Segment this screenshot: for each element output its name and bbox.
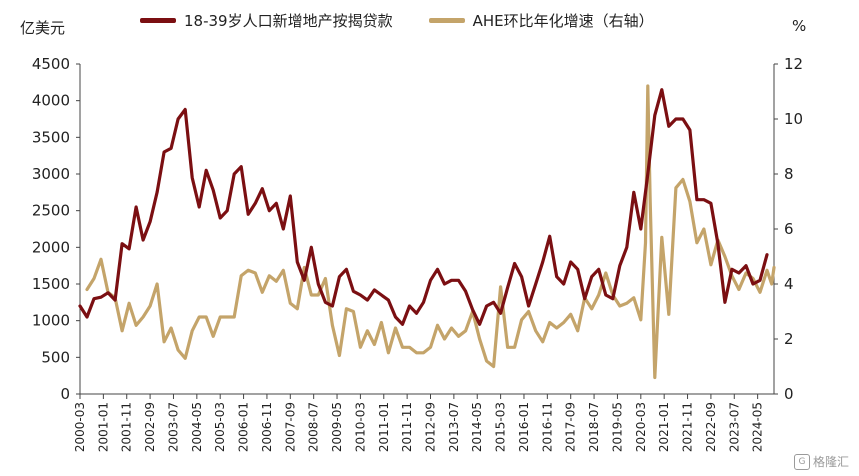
watermark-text: 格隆汇 — [812, 455, 849, 469]
x-tick-label: 2008-07 — [307, 402, 321, 452]
right-tick-label: 6 — [784, 220, 794, 238]
left-tick-label: 2500 — [32, 202, 70, 220]
left-tick-label: 2000 — [32, 238, 70, 256]
gelonghui-logo-icon: G — [793, 453, 810, 470]
x-tick-label: 2021-01 — [657, 402, 671, 452]
x-tick-label: 2003-07 — [166, 402, 180, 452]
watermark: G 格隆汇 — [793, 453, 849, 470]
x-tick-label: 2004-05 — [190, 402, 204, 452]
right-tick-label: 8 — [784, 165, 794, 183]
x-tick-label: 2021-11 — [681, 402, 695, 452]
x-tick-label: 2022-09 — [704, 402, 718, 452]
left-tick-label: 4500 — [32, 55, 70, 73]
left-tick-label: 1500 — [32, 275, 70, 293]
x-tick-label: 2006-11 — [260, 402, 274, 452]
legend-label-ahe: AHE环比年化增速（右轴） — [472, 12, 654, 30]
series-line-ahe-growth — [85, 84, 776, 380]
x-tick-label: 2006-01 — [237, 402, 251, 452]
right-tick-label: 4 — [784, 275, 794, 293]
x-tick-label: 2018-07 — [587, 402, 601, 452]
x-tick-label: 2009-05 — [330, 402, 344, 452]
legend-item-ahe: AHE环比年化增速（右轴） — [428, 10, 654, 31]
x-tick-label: 2024-05 — [751, 402, 765, 452]
left-tick-label: 3000 — [32, 165, 70, 183]
left-tick-label: 1000 — [32, 312, 70, 330]
x-tick-label: 2011-11 — [400, 402, 414, 452]
right-tick-label: 0 — [784, 385, 794, 403]
x-tick-label: 2012-09 — [424, 402, 438, 452]
series-line-mortgage-loans — [78, 88, 769, 326]
legend-swatch-ahe — [428, 18, 465, 23]
x-tick-label: 2017-09 — [564, 402, 578, 452]
left-tick-label: 500 — [41, 348, 70, 366]
x-tick-label: 2023-07 — [727, 402, 741, 452]
left-tick-label: 4000 — [32, 92, 70, 110]
legend-swatch-mortgage — [140, 18, 176, 23]
x-tick-label: 2015-03 — [494, 402, 508, 452]
x-tick-label: 2016-01 — [517, 402, 531, 452]
x-tick-label: 2005-03 — [213, 402, 227, 452]
right-tick-label: 12 — [784, 55, 803, 73]
x-tick-label: 2001-11 — [120, 402, 134, 452]
x-tick-label: 2019-05 — [610, 402, 624, 452]
left-tick-label: 3500 — [32, 128, 70, 146]
x-tick-label: 2010-03 — [353, 402, 367, 452]
chart-legend: 18-39岁人口新增地产按揭贷款 AHE环比年化增速（右轴） — [140, 10, 690, 31]
right-tick-label: 10 — [784, 110, 803, 128]
x-tick-label: 2007-09 — [283, 402, 297, 452]
right-tick-label: 2 — [784, 330, 794, 348]
right-axis-unit: % — [792, 17, 807, 35]
x-tick-label: 2001-01 — [96, 402, 110, 452]
legend-item-mortgage: 18-39岁人口新增地产按揭贷款 — [140, 10, 393, 31]
x-tick-label: 2020-03 — [634, 402, 648, 452]
x-tick-label: 2011-01 — [377, 402, 391, 452]
x-tick-label: 2013-07 — [447, 402, 461, 452]
x-tick-label: 2016-11 — [540, 402, 554, 452]
left-tick-label: 0 — [60, 385, 70, 403]
legend-label-mortgage: 18-39岁人口新增地产按揭贷款 — [184, 12, 393, 30]
x-tick-label: 2000-03 — [73, 402, 87, 452]
x-tick-label: 2002-09 — [143, 402, 157, 452]
left-axis-unit: 亿美元 — [20, 19, 66, 37]
x-tick-label: 2014-05 — [470, 402, 484, 452]
